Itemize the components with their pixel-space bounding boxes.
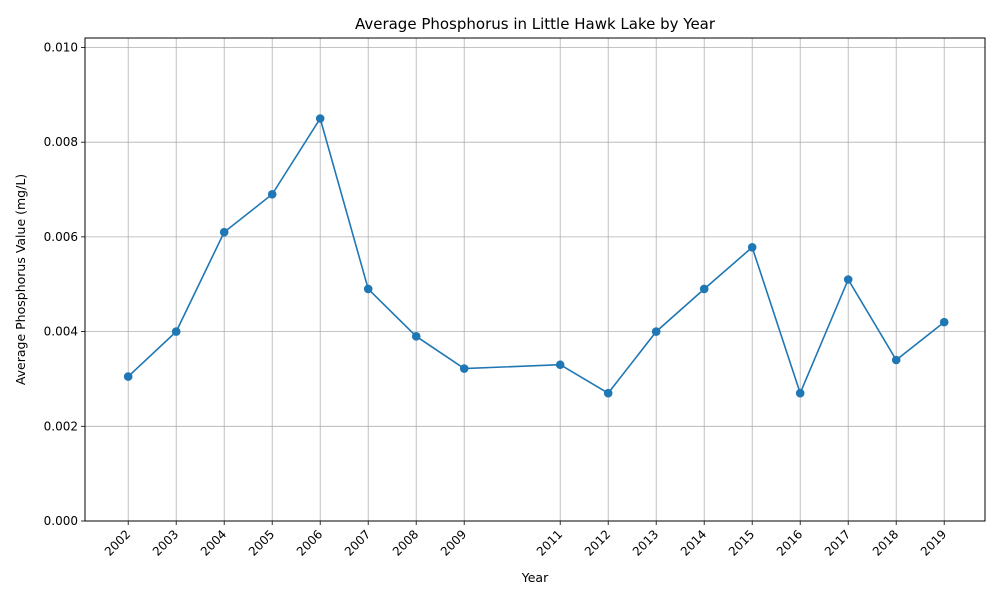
data-point (651, 327, 661, 336)
data-point (171, 327, 181, 336)
series-line (127, 116, 945, 396)
y-tick-label: 0.004 (44, 325, 78, 339)
data-point (459, 364, 469, 373)
data-point (699, 284, 709, 294)
y-tick-label: 0.010 (44, 40, 78, 54)
x-tick-label: 2016 (774, 527, 805, 558)
x-tick-label: 2003 (150, 527, 181, 558)
x-tick-label: 2005 (246, 527, 277, 558)
y-tick-label: 0.002 (44, 419, 78, 433)
y-tick-label: 0.008 (44, 135, 78, 149)
x-tick-label: 2015 (726, 527, 757, 558)
data-point (123, 372, 133, 381)
x-tick-label: 2012 (582, 527, 613, 558)
series-layer (123, 114, 949, 398)
y-tick-label: 0.006 (44, 230, 78, 244)
x-tick-label: 2011 (534, 527, 565, 558)
data-point (939, 317, 949, 327)
data-point (219, 227, 229, 237)
x-tick-label: 2014 (678, 527, 709, 558)
data-point (603, 388, 613, 398)
y-axis-ticks: 0.000 0.002 0.004 0.006 0.008 0.010 (44, 40, 85, 528)
x-tick-label: 2006 (294, 527, 325, 558)
x-tick-label: 2007 (342, 527, 373, 558)
data-point (843, 275, 853, 284)
x-axis-ticks: 2002 2003 2004 2005 2006 2007 2008 2009 2011 2012… (102, 521, 949, 559)
x-tick-label: 2013 (630, 527, 661, 558)
y-tick-label: 0.000 (44, 514, 78, 528)
data-point (411, 332, 421, 341)
chart-title: Average Phosphorus in Little Hawk Lake b… (355, 15, 716, 33)
data-point (555, 360, 565, 370)
x-tick-label: 2004 (198, 527, 229, 558)
data-point (267, 189, 277, 199)
data-point (891, 355, 901, 365)
x-tick-label: 2019 (918, 527, 949, 558)
x-tick-label: 2018 (870, 527, 901, 558)
axes (84, 37, 986, 522)
x-tick-label: 2002 (102, 527, 133, 558)
y-axis-label: Average Phosphorus Value (mg/L) (13, 174, 28, 385)
data-point (795, 388, 805, 398)
plot-frame (84, 37, 986, 522)
data-point (315, 114, 325, 123)
x-tick-label: 2008 (390, 527, 421, 558)
x-tick-label: 2009 (438, 527, 469, 558)
data-point (363, 284, 373, 294)
x-tick-label: 2017 (822, 527, 853, 558)
x-axis-label: Year (521, 570, 549, 585)
data-point (747, 243, 757, 252)
